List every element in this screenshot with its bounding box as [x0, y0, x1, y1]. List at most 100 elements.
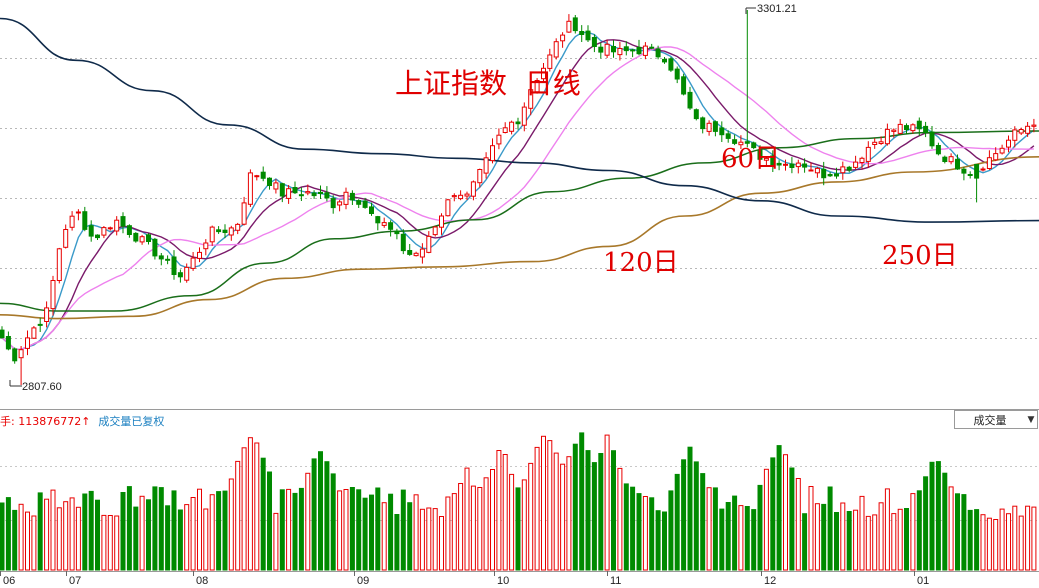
candle-body — [712, 121, 718, 132]
candle — [509, 120, 515, 135]
candle — [712, 120, 718, 137]
candle-body — [808, 169, 814, 172]
month-label: 12 — [764, 575, 776, 587]
candle — [165, 255, 171, 265]
candle — [209, 225, 215, 246]
candle-body — [872, 141, 878, 146]
volume-bar — [942, 472, 948, 571]
candle — [840, 161, 846, 180]
volume-prefix: 手: — [0, 414, 18, 428]
volume-bar — [356, 489, 362, 571]
candle-body — [942, 156, 948, 162]
candle — [451, 193, 457, 202]
candle — [681, 73, 687, 96]
volume-bar — [318, 451, 323, 571]
volume-bar — [636, 493, 642, 571]
candle — [974, 163, 980, 203]
volume-bar — [808, 486, 814, 571]
month-label: 06 — [3, 575, 15, 587]
candle — [330, 195, 336, 214]
candle — [477, 168, 483, 188]
candle — [190, 252, 196, 271]
candle-body — [5, 336, 11, 350]
volume-bar — [681, 459, 687, 571]
candle-body — [235, 223, 241, 231]
candle-body — [802, 163, 808, 168]
candle — [95, 234, 100, 240]
candle — [623, 41, 629, 56]
volume-bar — [865, 515, 871, 571]
volume-bar — [375, 487, 381, 571]
volume-bar — [993, 519, 999, 571]
candle — [31, 326, 37, 339]
candle — [483, 152, 489, 179]
volume-bar — [496, 450, 502, 571]
candle — [1031, 118, 1037, 133]
candle — [808, 162, 814, 172]
candle — [541, 63, 546, 82]
candle-body — [725, 133, 731, 139]
volume-bar — [216, 491, 222, 571]
candle-body — [107, 227, 113, 230]
candle-body — [330, 198, 336, 209]
candle — [547, 48, 553, 72]
candle-body — [254, 175, 260, 178]
candle-body — [407, 250, 413, 255]
candle-body — [751, 142, 757, 149]
candle-body — [279, 183, 285, 197]
candle-body — [464, 193, 470, 197]
candle-body — [311, 192, 317, 197]
candle-body — [604, 43, 610, 56]
volume-bar — [591, 462, 597, 571]
candle — [69, 211, 75, 231]
candle — [152, 237, 158, 260]
volume-bar — [413, 494, 419, 571]
volume-bar — [732, 495, 738, 571]
candle — [763, 156, 769, 167]
candle — [649, 43, 655, 50]
candle — [286, 185, 292, 204]
candle — [929, 126, 935, 149]
candle-body — [904, 125, 909, 130]
volume-bar — [534, 446, 540, 571]
volume-bar — [407, 502, 413, 571]
ma60-annotation: 60日 — [721, 144, 780, 174]
volume-bar — [630, 486, 636, 571]
candle-body — [267, 177, 272, 186]
volume-bar — [783, 454, 788, 571]
volume-bar — [904, 508, 909, 571]
candle-body — [273, 182, 279, 190]
candle-body — [158, 255, 164, 260]
candle — [25, 330, 30, 356]
volume-indicator-select[interactable]: 成交量 ▼ — [954, 410, 1038, 429]
volume-bars — [0, 432, 1037, 571]
volume-bar — [298, 487, 304, 571]
candle — [585, 25, 591, 42]
candle-body — [955, 158, 960, 170]
candle — [700, 116, 706, 134]
candle-body — [400, 233, 406, 252]
candle — [222, 224, 228, 239]
candle — [56, 247, 62, 284]
volume-bar — [362, 497, 368, 571]
candle — [789, 157, 795, 174]
volume-bar — [82, 493, 88, 571]
volume-bar — [1031, 506, 1037, 571]
chevron-down-icon: ▼ — [1027, 414, 1035, 425]
volume-bar — [623, 483, 629, 571]
candle — [63, 224, 69, 249]
candle — [273, 179, 279, 194]
volume-bar — [814, 503, 820, 571]
candle — [814, 167, 820, 178]
candle-body — [177, 272, 183, 278]
volume-bar — [878, 502, 884, 571]
candle — [636, 39, 642, 56]
volume-bar — [821, 503, 827, 571]
candle-body — [458, 194, 464, 200]
candle-body — [1031, 124, 1037, 127]
volume-bar — [802, 513, 808, 571]
candle — [75, 209, 81, 221]
volume-bar — [260, 457, 266, 571]
volume-bar — [400, 489, 406, 571]
volume-bar — [668, 490, 674, 571]
